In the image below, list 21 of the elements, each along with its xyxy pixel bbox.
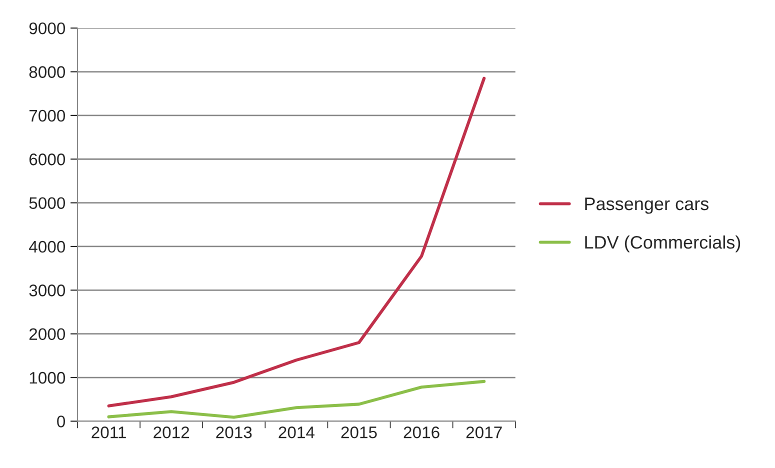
- x-tick-label: 2012: [154, 426, 190, 438]
- y-tick-label: 0: [57, 416, 66, 428]
- x-tick-label: 2016: [404, 426, 440, 438]
- y-tick-label: 6000: [29, 154, 66, 166]
- x-tick-label: 2014: [278, 426, 314, 438]
- y-tick-label: 2000: [29, 328, 66, 340]
- y-tick-label: 1000: [30, 372, 66, 384]
- legend-label: LDV (Commercials): [585, 235, 740, 252]
- line-series: [107, 380, 486, 419]
- line-series: [107, 76, 486, 408]
- y-tick-label: 5000: [29, 197, 66, 210]
- y-tick-label: 4000: [29, 240, 66, 253]
- y-tick-label: 9000: [29, 22, 66, 34]
- x-tick-label: 2011: [92, 426, 126, 438]
- y-tick-label: 3000: [29, 284, 66, 296]
- x-tick-label: 2015: [341, 426, 377, 438]
- x-tick-label: 2017: [466, 426, 502, 438]
- y-tick-label: 7000: [29, 110, 66, 122]
- x-tick-label: 2013: [216, 426, 252, 438]
- y-tick-label: 8000: [29, 66, 66, 78]
- legend-label: Passenger cars: [585, 198, 709, 214]
